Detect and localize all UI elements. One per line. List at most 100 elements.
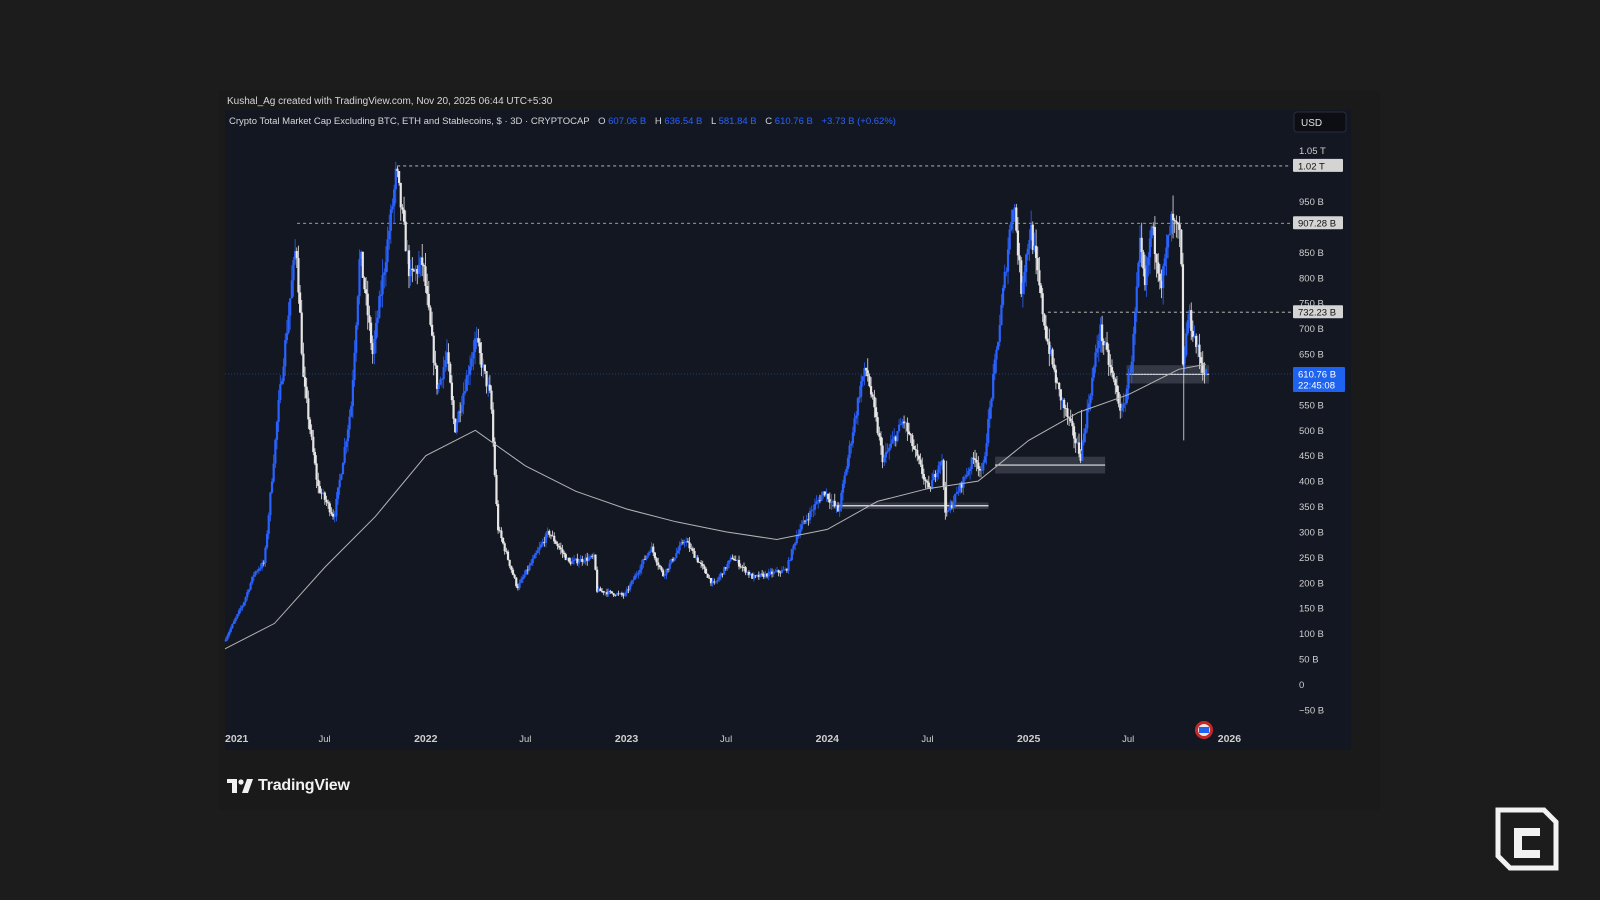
candle [840, 489, 843, 512]
candle [888, 444, 891, 460]
candle [513, 573, 516, 580]
candle [855, 411, 858, 424]
candle [356, 295, 359, 330]
candles [224, 161, 1208, 643]
candle [449, 361, 452, 384]
candle [716, 577, 719, 584]
candle [1119, 394, 1122, 419]
candle [998, 314, 1001, 347]
candle [533, 553, 536, 559]
open-value: 607.06 B [608, 116, 646, 127]
candle [328, 501, 331, 517]
candle [741, 564, 744, 572]
candle [442, 356, 445, 389]
candle [873, 389, 876, 418]
candle [485, 370, 488, 394]
candle [336, 487, 340, 505]
candle [1147, 252, 1150, 277]
candle [1005, 267, 1008, 277]
candle [909, 433, 912, 443]
candle [1056, 377, 1059, 384]
candle [516, 583, 520, 591]
candle [990, 397, 993, 419]
level-price-tag: 732.23 B [1293, 305, 1343, 319]
candle [269, 491, 272, 522]
candle [292, 256, 295, 297]
candle [902, 415, 906, 429]
candle [267, 512, 270, 540]
y-tick-label: 650 B [1299, 350, 1324, 361]
candle [391, 198, 394, 213]
candle [379, 280, 383, 308]
candle [1100, 315, 1104, 353]
candle [1130, 355, 1133, 383]
events-flag-icon[interactable] [1195, 721, 1213, 739]
candle [1036, 246, 1039, 282]
candle [1196, 335, 1199, 358]
candle [300, 299, 303, 356]
candle [770, 568, 774, 578]
candle [1001, 284, 1005, 308]
candle [492, 402, 495, 447]
candle [983, 452, 987, 464]
plot-background [225, 110, 1351, 750]
candle [536, 546, 539, 554]
candle [657, 557, 660, 570]
candle [599, 586, 602, 592]
candle [275, 420, 279, 450]
candle [901, 418, 904, 428]
candle [302, 342, 305, 378]
candle [290, 265, 293, 299]
x-tick-label: Jul [921, 734, 933, 745]
candle [802, 515, 805, 525]
candle [736, 558, 739, 564]
candle [242, 601, 246, 607]
y-tick-label: 550 B [1299, 400, 1324, 411]
y-tick-label: 300 B [1299, 527, 1324, 538]
candle [455, 418, 458, 435]
candle [369, 316, 373, 351]
candle [257, 566, 260, 574]
candle [670, 558, 673, 565]
candle [247, 588, 251, 595]
candle [937, 461, 940, 480]
candle [1046, 326, 1049, 345]
candle [876, 412, 879, 436]
candle [747, 570, 751, 578]
candle [330, 507, 333, 516]
support-zone[interactable] [995, 456, 1106, 474]
candle [318, 480, 321, 494]
support-zone[interactable] [832, 502, 989, 510]
candle [1094, 344, 1097, 373]
candle [488, 375, 491, 394]
candle [650, 542, 653, 553]
candle [556, 541, 559, 550]
candle [678, 541, 681, 555]
candle [597, 586, 600, 593]
candle [426, 273, 429, 306]
credit-line: Kushal_Ag created with TradingView.com, … [227, 96, 553, 107]
candle [952, 495, 955, 513]
candle [832, 499, 835, 507]
candle [1053, 358, 1056, 373]
candle [632, 576, 635, 584]
candle [594, 554, 597, 571]
candle [914, 445, 917, 458]
candle [1079, 449, 1082, 464]
candle [1185, 322, 1188, 358]
candle [660, 565, 663, 573]
candle [810, 505, 813, 518]
candle [767, 568, 770, 581]
candle [896, 430, 899, 443]
candle [954, 493, 957, 509]
candle [830, 494, 833, 510]
candle [815, 495, 818, 505]
candle [703, 564, 706, 574]
candle [817, 497, 820, 509]
candle [1084, 424, 1087, 443]
candle [662, 568, 665, 577]
candle [732, 555, 736, 561]
candle [1048, 328, 1051, 367]
currency-button[interactable]: USD [1293, 111, 1347, 133]
